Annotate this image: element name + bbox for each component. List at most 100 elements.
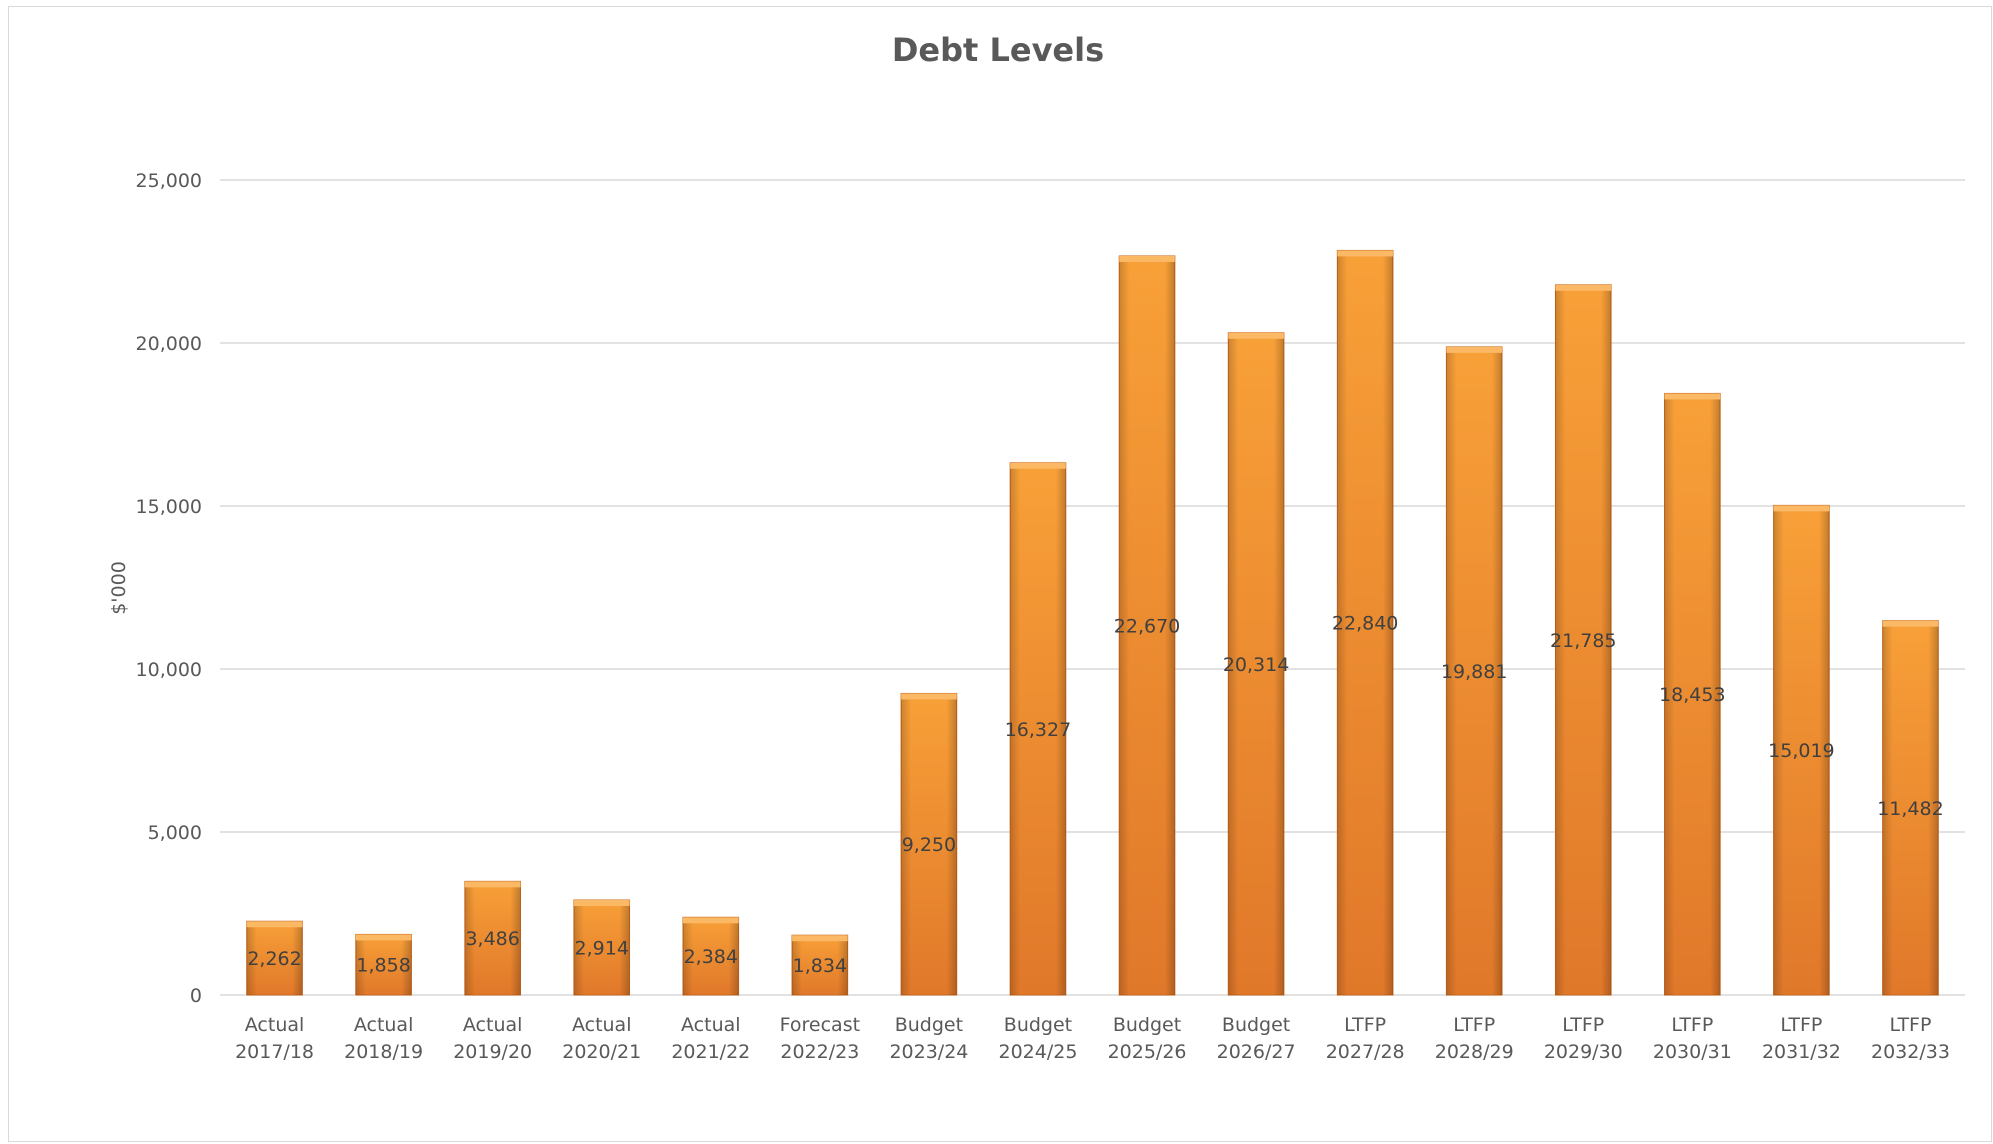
x-tick-label-line2: 2025/26 (1108, 1041, 1187, 1063)
data-label: 22,840 (1332, 613, 1398, 635)
bar-cap (682, 917, 739, 924)
chart-title: Debt Levels (892, 31, 1104, 69)
bar-group: 2,384 (682, 916, 740, 996)
data-label: 15,019 (1768, 740, 1834, 762)
x-tick-label-line2: 2024/25 (999, 1041, 1078, 1063)
data-label: 20,314 (1223, 654, 1289, 676)
bar-group: 22,840 (1332, 249, 1398, 996)
bar-cap (464, 881, 521, 888)
y-axis: 0 5,000 10,000 15,000 20,000 25,000 (136, 170, 202, 1007)
x-tick-label-line1: Actual (245, 1014, 305, 1036)
bar-group: 3,486 (464, 880, 521, 996)
x-tick-label-line1: LTFP (1453, 1014, 1495, 1036)
data-label: 22,670 (1114, 615, 1180, 637)
bar-group: 20,314 (1223, 332, 1289, 996)
x-tick-label-line1: Budget (1004, 1014, 1072, 1036)
x-tick-label-line2: 2032/33 (1871, 1041, 1950, 1063)
x-tick-label-line1: Forecast (780, 1014, 860, 1036)
x-tick-label-line1: Budget (895, 1014, 963, 1036)
y-tick-label: 15,000 (136, 496, 202, 518)
data-label: 19,881 (1441, 661, 1507, 683)
x-tick-label-line1: Actual (572, 1014, 632, 1036)
x-tick-label-line2: 2030/31 (1653, 1041, 1732, 1063)
bar-cap (1882, 620, 1939, 627)
bar-cap (1664, 393, 1721, 400)
bar-cap (246, 921, 303, 928)
bar-shade (1228, 332, 1284, 995)
data-label: 3,486 (465, 928, 519, 950)
x-tick-label-line2: 2017/18 (235, 1041, 314, 1063)
y-tick-label: 10,000 (136, 659, 202, 681)
bars: 2,262 1,858 3,486 2,914 2,384 1,834 9,250 16,32… (246, 249, 1944, 996)
x-tick-label-line2: 2022/23 (780, 1041, 859, 1063)
x-tick-label-line1: LTFP (1889, 1014, 1931, 1036)
bar-cap (1446, 346, 1503, 353)
x-tick-label-line2: 2019/20 (453, 1041, 532, 1063)
bar-shade (682, 917, 739, 995)
data-label: 18,453 (1659, 684, 1725, 706)
x-tick-label-line1: Budget (1222, 1014, 1290, 1036)
bar-shade (1119, 255, 1175, 995)
y-axis-label: $'000 (108, 561, 130, 615)
bar-shade (1664, 393, 1721, 995)
y-tick-label: 0 (190, 985, 202, 1007)
chart-frame (8, 6, 1992, 1142)
bar-group: 15,019 (1768, 504, 1835, 996)
bar-shade (355, 934, 412, 995)
bar-group: 2,262 (246, 920, 303, 996)
bar-group: 9,250 (900, 692, 958, 996)
x-tick-label-line2: 2027/28 (1326, 1041, 1405, 1063)
bar-group: 1,834 (791, 934, 849, 996)
data-label: 2,384 (684, 946, 738, 968)
x-tick-label-line1: LTFP (1344, 1014, 1386, 1036)
y-tick-label: 25,000 (136, 170, 202, 192)
bar-shade (573, 900, 630, 995)
x-tick-label-line1: Actual (354, 1014, 414, 1036)
bar-cap (792, 935, 848, 942)
bar-group: 22,670 (1114, 255, 1180, 996)
bar-cap (1228, 332, 1284, 339)
x-tick-label-line1: LTFP (1562, 1014, 1604, 1036)
bar-group: 16,327 (1005, 462, 1071, 996)
bar-shade (1555, 284, 1612, 996)
bar-cap (1337, 250, 1393, 257)
bar-shade (464, 881, 521, 995)
bar-cap (901, 693, 957, 700)
bar-shade (1773, 505, 1830, 995)
x-tick-label-line2: 2020/21 (562, 1041, 641, 1063)
x-tick-label-line2: 2028/29 (1435, 1041, 1514, 1063)
bar-group: 19,881 (1441, 346, 1507, 996)
bar-cap (1010, 462, 1066, 469)
bar-group: 1,858 (355, 933, 412, 996)
x-tick-label-line2: 2029/30 (1544, 1041, 1623, 1063)
data-label: 1,858 (356, 955, 410, 977)
bar-group: 18,453 (1659, 392, 1726, 996)
x-tick-label-line1: Budget (1113, 1014, 1181, 1036)
data-label: 1,834 (793, 955, 847, 977)
data-label: 2,262 (247, 948, 301, 970)
bar-group: 21,785 (1550, 284, 1617, 996)
bar-shade (1446, 346, 1503, 995)
bar-group: 2,914 (573, 899, 631, 996)
bar-cap (1119, 255, 1175, 262)
data-label: 21,785 (1550, 630, 1616, 652)
bar-cap (1555, 284, 1612, 291)
x-tick-label-line2: 2021/22 (671, 1041, 750, 1063)
x-axis: Actual 2017/18 Actual 2018/19 Actual 2019/20 A… (235, 1014, 1950, 1063)
bar-cap (573, 900, 630, 907)
bar-shade (246, 921, 303, 995)
x-tick-label-line1: Actual (681, 1014, 741, 1036)
data-label: 2,914 (575, 938, 629, 960)
x-tick-label-line2: 2031/32 (1762, 1041, 1841, 1063)
data-label: 9,250 (902, 834, 956, 856)
x-tick-label-line2: 2023/24 (889, 1041, 968, 1063)
bar-shade (1337, 250, 1393, 995)
x-tick-label-line2: 2026/27 (1217, 1041, 1296, 1063)
bar-cap (355, 934, 412, 941)
bar-shade (792, 935, 848, 995)
data-label: 11,482 (1877, 798, 1943, 820)
bar-group: 11,482 (1877, 620, 1944, 996)
bar-shade (1010, 462, 1066, 995)
x-tick-label-line1: LTFP (1780, 1014, 1822, 1036)
